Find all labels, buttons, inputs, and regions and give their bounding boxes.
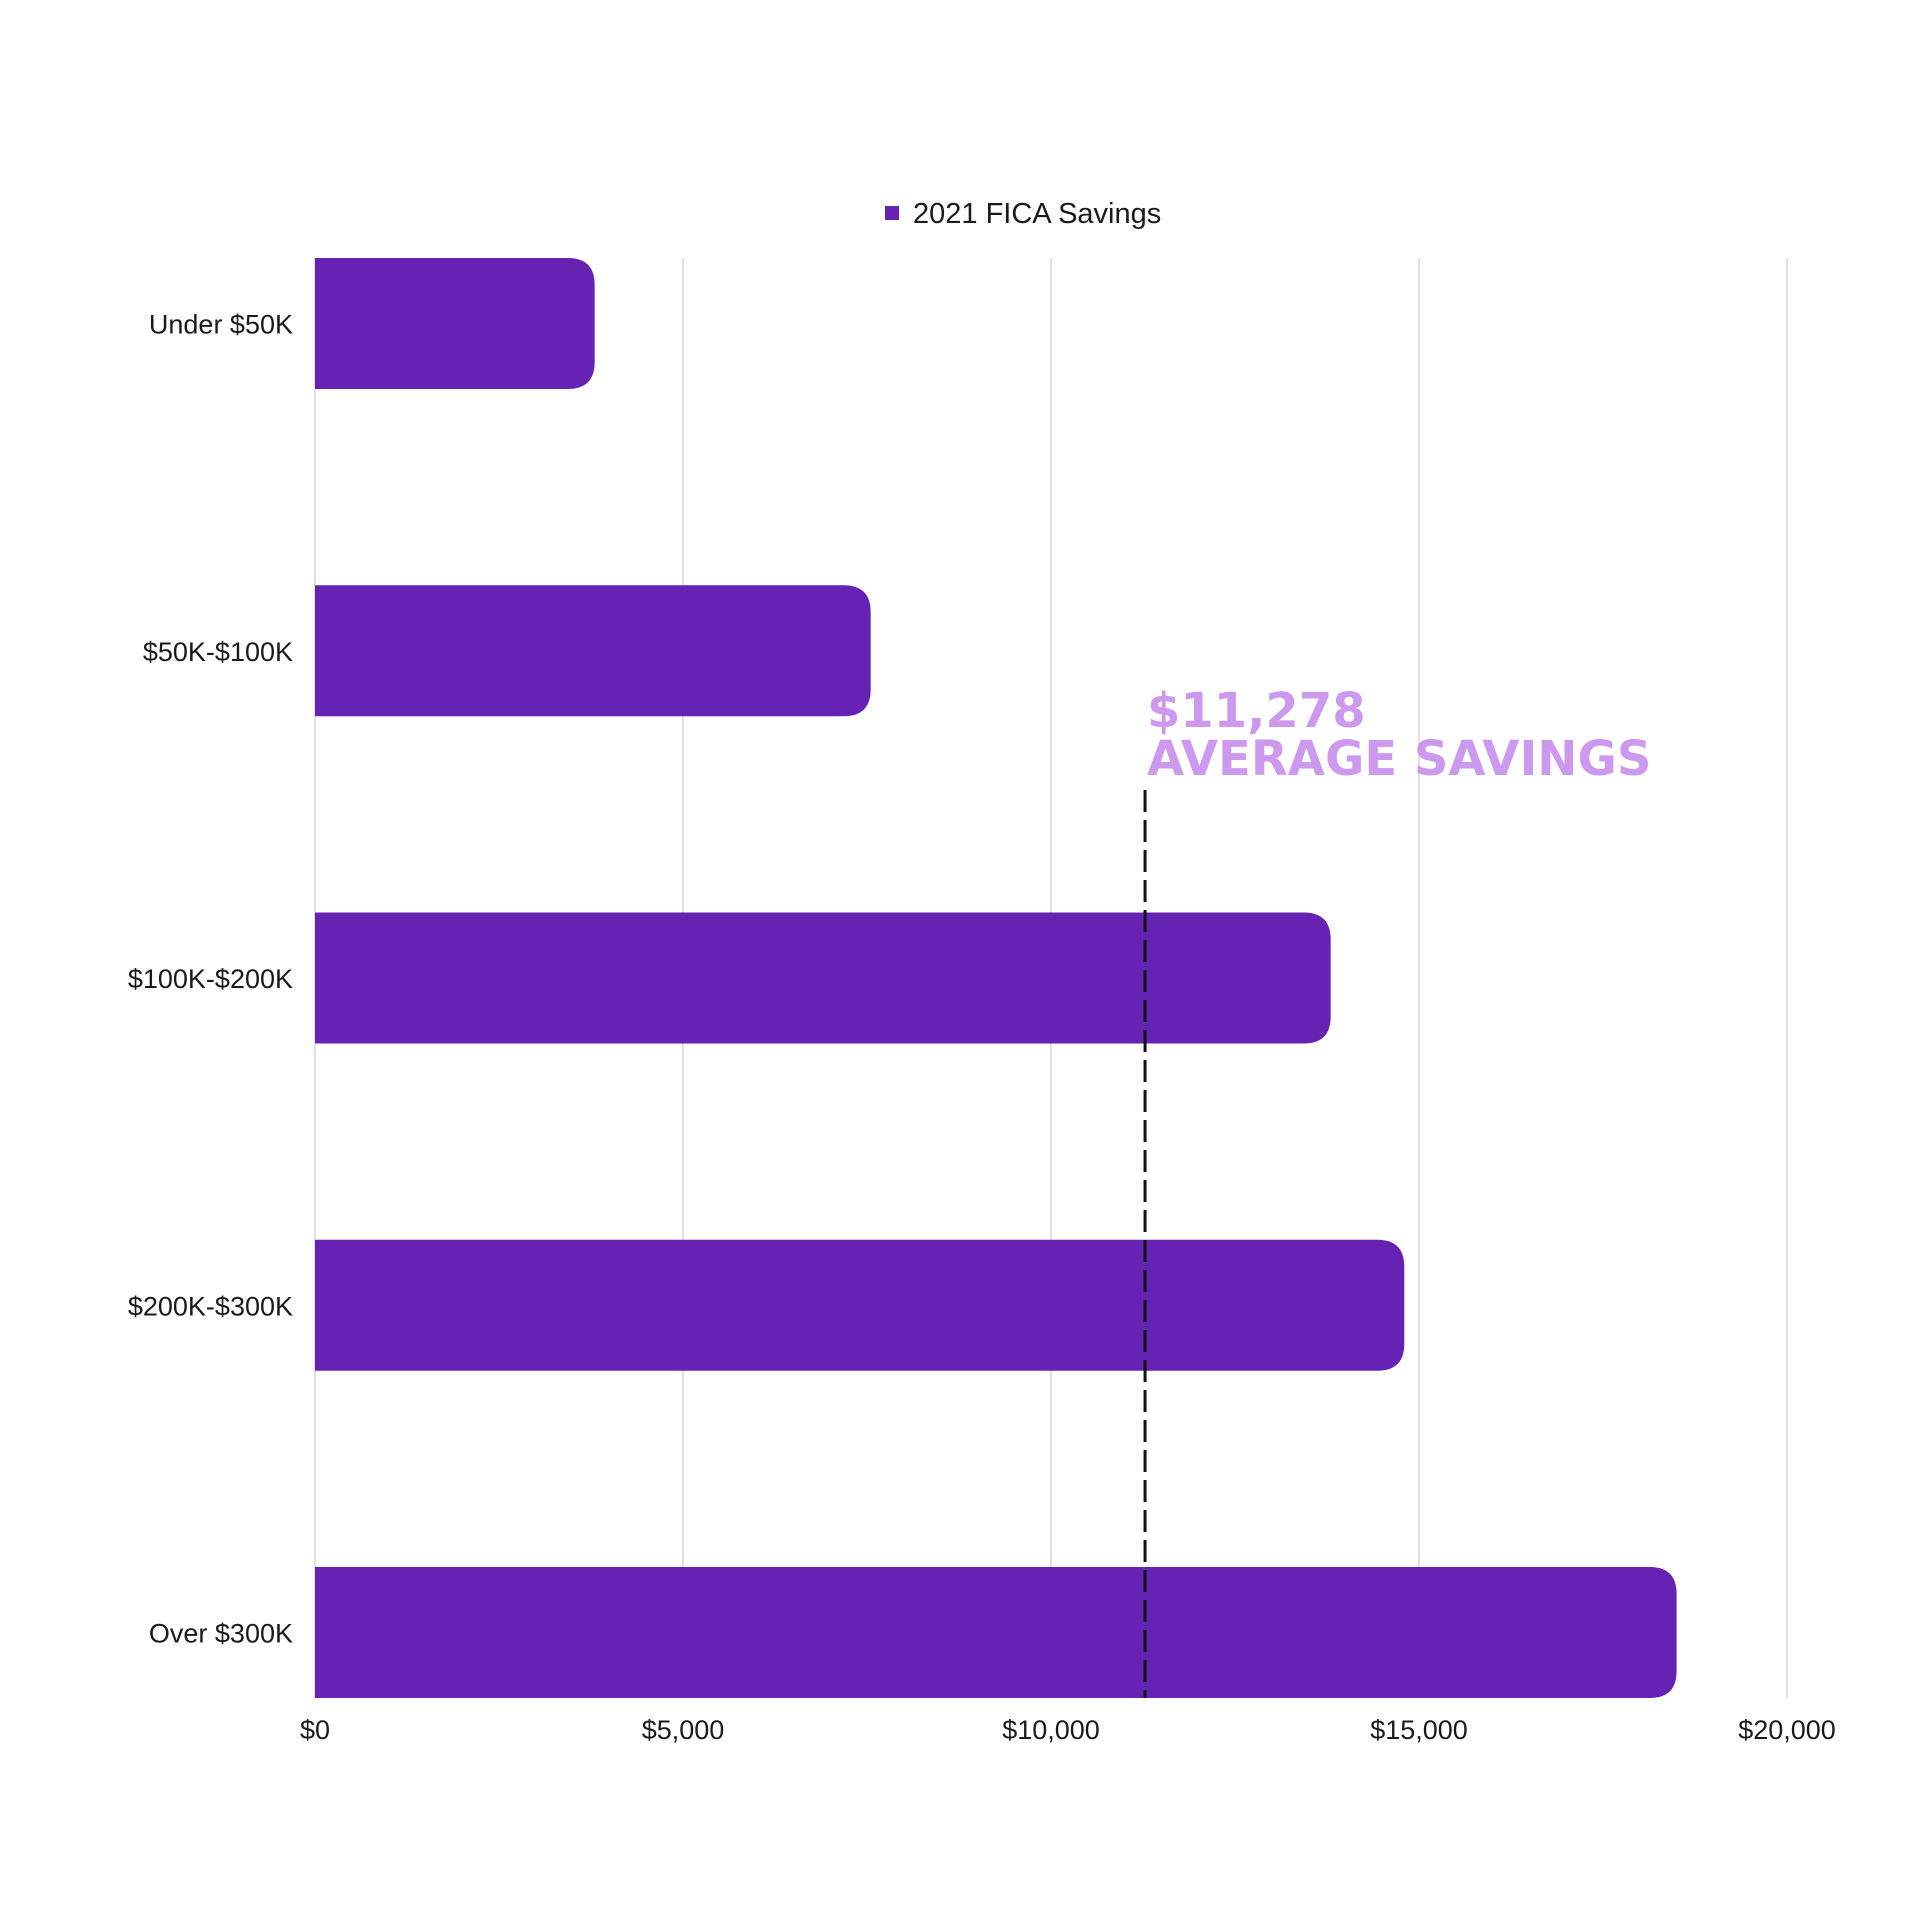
bars bbox=[315, 258, 1677, 1698]
category-label-3: $200K-$300K bbox=[128, 1291, 293, 1321]
legend: 2021 FICA Savings bbox=[885, 198, 1161, 230]
legend-swatch bbox=[885, 206, 899, 220]
bar-4 bbox=[315, 1567, 1677, 1698]
bar-1 bbox=[315, 585, 871, 717]
x-tick-label-4: $20,000 bbox=[1738, 1715, 1836, 1745]
category-label-2: $100K-$200K bbox=[128, 964, 293, 994]
bar-0 bbox=[315, 258, 595, 389]
average-label-annotation: AVERAGE SAVINGS bbox=[1147, 731, 1651, 787]
category-label-4: Over $300K bbox=[149, 1619, 293, 1649]
category-label-1: $50K-$100K bbox=[143, 637, 293, 667]
legend-label: 2021 FICA Savings bbox=[913, 198, 1161, 230]
category-labels: Under $50K $50K-$100K $100K-$200K $200K-$30… bbox=[128, 310, 293, 1649]
x-tick-label-2: $10,000 bbox=[1002, 1715, 1100, 1745]
x-tick-label-3: $15,000 bbox=[1370, 1715, 1468, 1745]
average-value-annotation: $11,278 bbox=[1147, 683, 1366, 739]
bar-3 bbox=[315, 1239, 1405, 1371]
x-axis-ticks: $0 $5,000 $10,000 $15,000 $20,000 bbox=[300, 1715, 1836, 1745]
x-tick-label-0: $0 bbox=[300, 1715, 330, 1745]
category-label-0: Under $50K bbox=[149, 310, 293, 340]
x-tick-label-1: $5,000 bbox=[642, 1715, 725, 1745]
bar-2 bbox=[315, 912, 1331, 1044]
average-annotation: $11,278 AVERAGE SAVINGS bbox=[1147, 683, 1651, 787]
